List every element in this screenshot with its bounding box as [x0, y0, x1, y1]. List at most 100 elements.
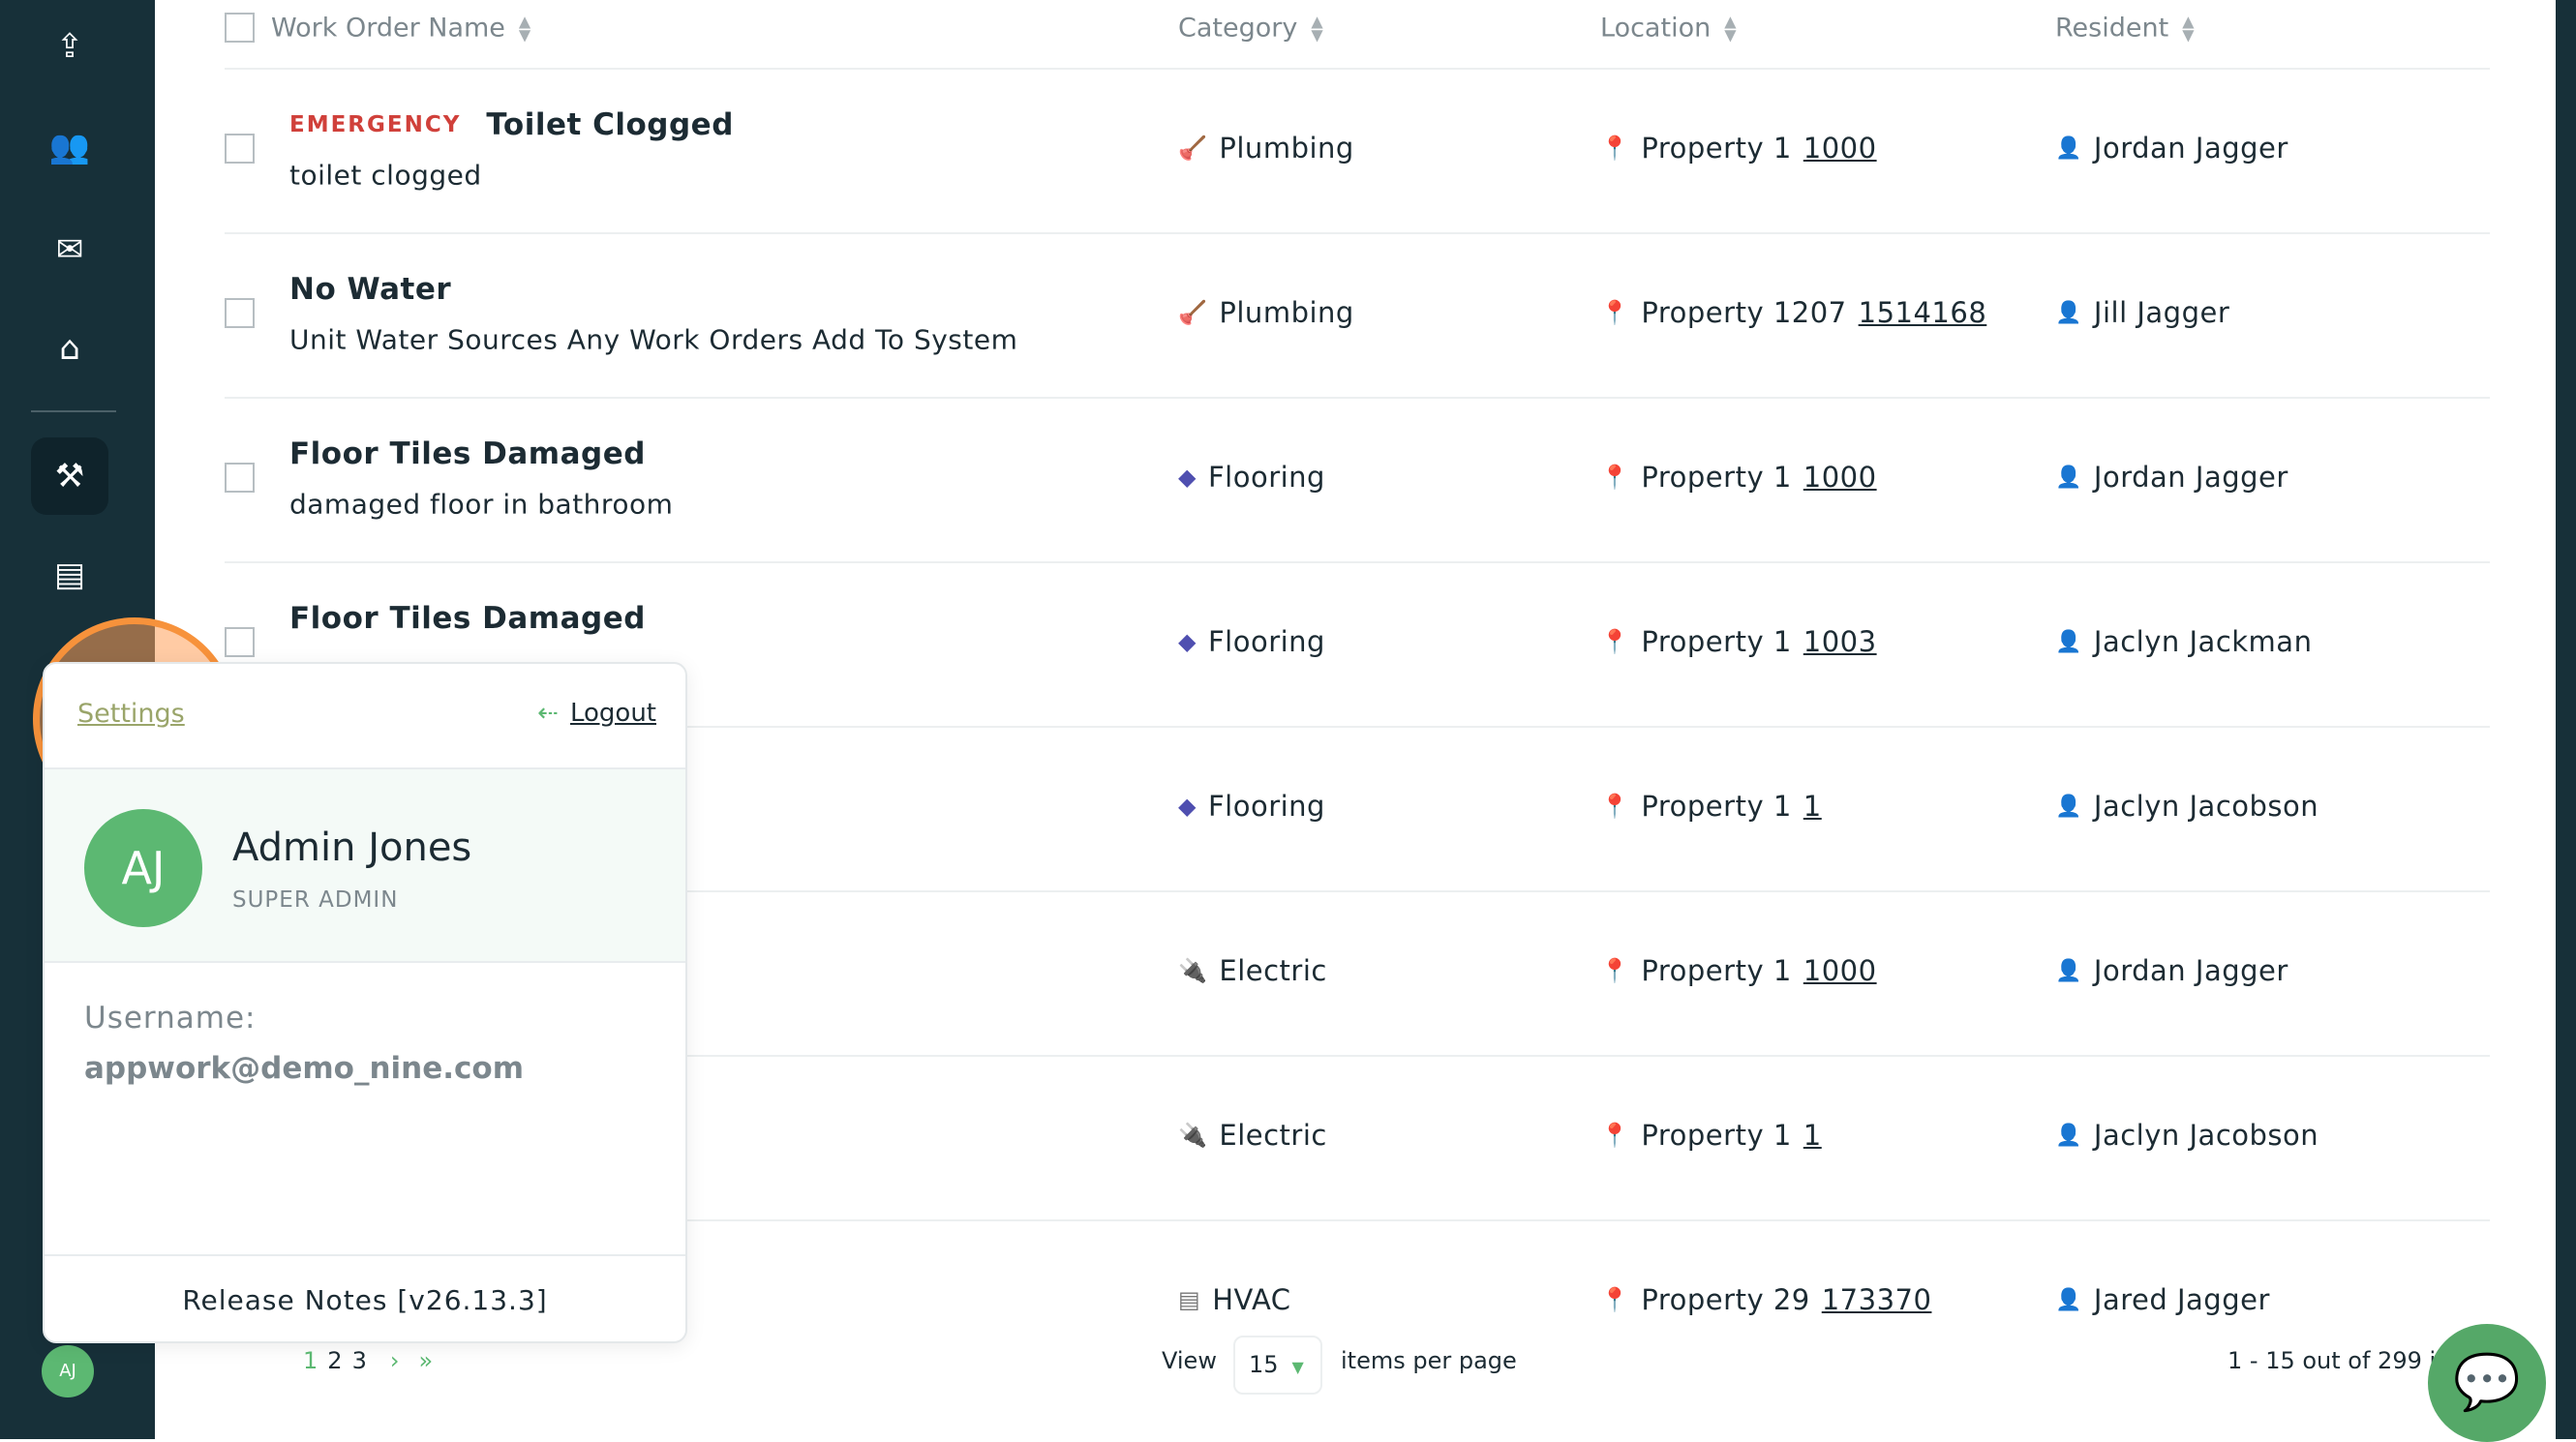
location-cell: 📍 Property 1 1000	[1600, 461, 1877, 494]
header-work-order-name[interactable]: Work Order Name ▲ ▼	[271, 14, 530, 44]
category-cell: 🪠 Plumbing	[1178, 296, 1354, 329]
document-icon[interactable]: ▤	[53, 556, 86, 594]
category-cell: ◆ Flooring	[1178, 461, 1325, 494]
release-notes-link[interactable]: Release Notes [v26.13.3]	[45, 1254, 685, 1341]
home-icon[interactable]: ⌂	[59, 329, 80, 368]
flooring-icon: ◆	[1178, 793, 1197, 820]
header-label: Location	[1600, 13, 1712, 44]
unit-link[interactable]: 1003	[1803, 625, 1877, 658]
property-text: Property 1	[1641, 461, 1792, 494]
view-label: View	[1162, 1347, 1217, 1374]
resident-link[interactable]: Jordan Jagger	[2093, 461, 2288, 494]
unit-link[interactable]: 1000	[1803, 954, 1877, 987]
unit-link[interactable]: 1000	[1803, 461, 1877, 494]
header-resident[interactable]: Resident ▲ ▼	[2055, 14, 2195, 44]
location-cell: 📍 Property 1 1	[1600, 1119, 1822, 1152]
resident-link[interactable]: Jaclyn Jackman	[2093, 625, 2313, 658]
sidebar-divider	[31, 410, 116, 412]
category-text: Flooring	[1207, 625, 1325, 658]
chat-icon: 💬	[2453, 1351, 2521, 1414]
priority-badge: EMERGENCY	[289, 112, 462, 137]
profile-section: AJ Admin Jones SUPER ADMIN	[45, 767, 685, 963]
map-pin-icon: 📍	[1600, 1286, 1630, 1313]
hvac-icon: ▤	[1178, 1286, 1201, 1313]
row-checkbox[interactable]	[225, 463, 255, 493]
row-checkbox[interactable]	[225, 627, 255, 657]
resident-link[interactable]: Jordan Jagger	[2093, 954, 2288, 987]
property-text: Property 1	[1641, 1119, 1792, 1152]
resident-cell: 👤 Jill Jagger	[2055, 296, 2229, 329]
per-page-value: 15	[1249, 1351, 1279, 1378]
header-label: Category	[1178, 13, 1298, 44]
resident-cell: 👤 Jaclyn Jacobson	[2055, 1119, 2318, 1152]
map-pin-icon: 📍	[1600, 957, 1630, 984]
title-text: Floor Tiles Damaged	[289, 601, 646, 636]
row-divider	[225, 561, 2490, 563]
header-label: Work Order Name	[271, 13, 505, 44]
row-checkbox[interactable]	[225, 134, 255, 164]
resident-cell: 👤 Jordan Jagger	[2055, 954, 2288, 987]
category-text: Electric	[1219, 954, 1327, 987]
row-divider	[225, 232, 2490, 234]
resident-link[interactable]: Jaclyn Jacobson	[2093, 790, 2319, 823]
person-icon: 👤	[2055, 1123, 2082, 1148]
resident-cell: 👤 Jared Jagger	[2055, 1283, 2270, 1316]
resident-link[interactable]: Jordan Jagger	[2093, 132, 2288, 165]
row-checkbox[interactable]	[225, 298, 255, 328]
file-upload-icon[interactable]: ⇪	[55, 27, 84, 66]
username-label: Username:	[84, 1001, 257, 1036]
unit-link[interactable]: 173370	[1821, 1283, 1932, 1316]
work-order-title[interactable]: EMERGENCY Toilet Clogged	[289, 107, 734, 142]
person-icon: 👤	[2055, 629, 2082, 654]
sort-icon: ▲ ▼	[2182, 12, 2195, 44]
logout-button[interactable]: ⇠ Logout	[537, 699, 656, 728]
page-2[interactable]: 2	[327, 1347, 343, 1374]
page-3[interactable]: 3	[351, 1347, 367, 1374]
location-cell: 📍 Property 29 173370	[1600, 1283, 1931, 1316]
chat-button[interactable]: 💬	[2428, 1324, 2546, 1442]
map-pin-icon: 📍	[1600, 464, 1630, 491]
work-order-title[interactable]: Floor Tiles Damaged	[289, 601, 646, 636]
sidebar-item-work-orders[interactable]	[31, 437, 108, 515]
header-location[interactable]: Location ▲ ▼	[1600, 14, 1737, 44]
unit-link[interactable]: 1	[1803, 790, 1822, 823]
location-cell: 📍 Property 1 1	[1600, 790, 1822, 823]
resident-link[interactable]: Jared Jagger	[2093, 1283, 2270, 1316]
row-divider	[225, 726, 2490, 728]
unit-link[interactable]: 1	[1803, 1119, 1822, 1152]
category-cell: ◆ Flooring	[1178, 790, 1325, 823]
location-cell: 📍 Property 1 1000	[1600, 954, 1877, 987]
work-order-title[interactable]: Floor Tiles Damaged	[289, 436, 646, 471]
unit-link[interactable]: 1000	[1803, 132, 1877, 165]
location-cell: 📍 Property 1207 1514168	[1600, 296, 1986, 329]
map-pin-icon: 📍	[1600, 793, 1630, 820]
user-avatar[interactable]: AJ	[42, 1345, 94, 1397]
resident-link[interactable]: Jill Jagger	[2093, 296, 2230, 329]
select-all-checkbox[interactable]	[225, 13, 255, 43]
envelope-open-icon[interactable]: ✉	[55, 230, 84, 269]
property-text: Property 1	[1641, 132, 1792, 165]
resident-cell: 👤 Jaclyn Jacobson	[2055, 790, 2318, 823]
resident-link[interactable]: Jaclyn Jacobson	[2093, 1119, 2319, 1152]
map-pin-icon: 📍	[1600, 628, 1630, 655]
next-page-button[interactable]: ›	[389, 1347, 400, 1374]
property-text: Property 1207	[1641, 296, 1847, 329]
property-text: Property 1	[1641, 790, 1792, 823]
category-text: HVAC	[1212, 1283, 1291, 1316]
category-cell: 🔌 Electric	[1178, 954, 1327, 987]
work-order-title[interactable]: No Water	[289, 272, 451, 307]
page-1[interactable]: 1	[303, 1347, 318, 1374]
user-name: Admin Jones	[232, 826, 472, 870]
users-icon[interactable]: 👥	[48, 128, 91, 166]
resident-cell: 👤 Jordan Jagger	[2055, 132, 2288, 165]
drill-icon[interactable]: ⚒	[54, 457, 85, 496]
settings-link[interactable]: Settings	[77, 699, 185, 729]
last-page-button[interactable]: »	[418, 1347, 434, 1374]
per-page-select[interactable]: 15 ▼	[1233, 1336, 1322, 1395]
row-divider	[225, 68, 2490, 70]
row-divider	[225, 397, 2490, 399]
header-category[interactable]: Category ▲ ▼	[1178, 14, 1323, 44]
logout-label: Logout	[569, 699, 656, 728]
unit-link[interactable]: 1514168	[1858, 296, 1987, 329]
resident-cell: 👤 Jordan Jagger	[2055, 461, 2288, 494]
